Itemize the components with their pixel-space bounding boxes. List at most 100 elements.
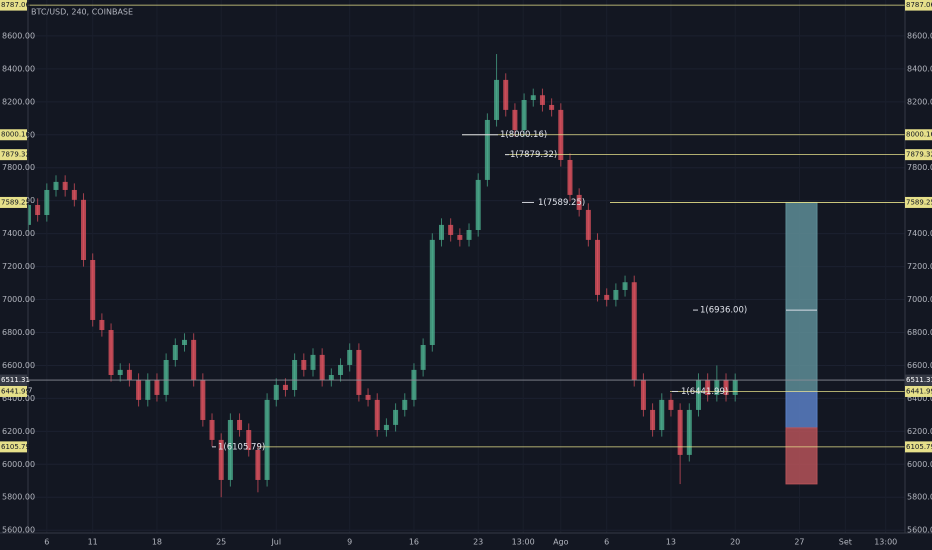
y-tick-label: 7400.00 [2, 229, 35, 238]
candle-body [172, 345, 178, 361]
level-tag-label: 6511.31 [1, 376, 30, 384]
candle-body [668, 399, 674, 410]
level-tag-label: 8000.16 [906, 131, 932, 139]
x-tick-label: 23 [473, 538, 483, 547]
y-tick-label: 5600.00 [2, 526, 35, 535]
candle-body [448, 224, 454, 235]
candle-body [457, 234, 463, 240]
candle-body [200, 379, 206, 420]
y-tick-label: 7200.00 [2, 262, 35, 271]
right-axis-panel [905, 0, 932, 550]
x-tick-label: 20 [730, 538, 740, 547]
candle-body [429, 239, 435, 346]
y-tick-label: 7200.00 [907, 262, 932, 271]
y-tick-label: 7000.00 [907, 295, 932, 304]
level-tag [0, 149, 27, 161]
candle-body [356, 349, 362, 395]
candle-body [209, 419, 215, 440]
x-tick-label: 25 [216, 538, 226, 547]
level-tag [0, 196, 27, 208]
candle-body [81, 199, 87, 260]
level-tag-label: 6511.31 [906, 376, 932, 384]
note-label: 1(6105.79) [218, 442, 265, 452]
candle-body [521, 100, 527, 130]
candle-body [246, 430, 252, 450]
y-tick-label: 5600.00 [907, 526, 932, 535]
x-tick-label: Ago [553, 538, 569, 547]
candle-body [631, 282, 637, 380]
note-label: 1(8000.16) [500, 130, 547, 140]
y-tick-label: 7800.00 [907, 163, 932, 172]
candle-body [420, 345, 426, 370]
candle-body [576, 194, 582, 210]
level-tag [905, 374, 932, 386]
x-tick-label: 11 [88, 538, 98, 547]
level-tag [0, 385, 27, 397]
candle-body [108, 330, 114, 375]
candle-body [99, 319, 105, 331]
y-tick-label: 8400.00 [2, 64, 35, 73]
level-tag-label: 7879.32 [906, 151, 932, 159]
candle-body [237, 419, 243, 431]
candle-body [338, 364, 344, 375]
candle-body [347, 349, 353, 365]
x-tick-label: 13:00 [512, 538, 535, 547]
level-tag [0, 441, 27, 453]
note-label: 1(6936.00) [700, 306, 747, 316]
level-tag-label: 8000.16 [1, 131, 30, 139]
left-axis-panel [0, 0, 28, 550]
candle-body [383, 424, 389, 431]
candle-body [494, 79, 500, 120]
note-label: 1(7589.25) [538, 198, 585, 208]
x-tick-label: 18 [152, 538, 162, 547]
candle-body [595, 239, 601, 295]
candle-body [218, 439, 224, 480]
entry-zone [785, 390, 818, 429]
candle-body [255, 449, 261, 480]
candle-body [264, 399, 270, 480]
candle-body [402, 399, 408, 410]
candle-body [136, 379, 142, 400]
candle-body [282, 384, 288, 390]
candle-body [613, 289, 619, 300]
y-tick-label: 6600.00 [907, 361, 932, 370]
y-tick-label: 8200.00 [907, 97, 932, 106]
level-tag [905, 0, 932, 11]
candle-body [705, 379, 711, 395]
candle-body [53, 181, 59, 190]
candle-body [393, 409, 399, 425]
candle-body [411, 369, 417, 400]
y-tick-label: 6800.00 [907, 328, 932, 337]
y-tick-label: 5800.00 [907, 493, 932, 502]
candle-body [695, 379, 701, 410]
candle-body [475, 179, 481, 231]
candle-body [530, 95, 536, 101]
candle-body [503, 79, 509, 110]
x-tick-label: 9 [347, 538, 352, 547]
candle-body [714, 379, 720, 395]
candle-body [539, 95, 545, 105]
candle-body [62, 181, 68, 190]
y-tick-label: 5800.00 [2, 493, 35, 502]
candle-body [35, 204, 41, 216]
y-tick-label: 6400.00 [907, 394, 932, 403]
x-tick-label: 13 [666, 538, 676, 547]
candle-body [227, 419, 233, 480]
stop-zone [785, 427, 818, 485]
note-label: 1(7879.32) [510, 150, 557, 160]
level-tag-label: 8787.06 [1, 1, 30, 9]
x-tick-label: Set [839, 538, 852, 547]
candle-body [438, 224, 444, 240]
candle-body [310, 354, 316, 370]
level-tag [905, 149, 932, 161]
candle-body [484, 119, 490, 180]
candle-body [650, 409, 656, 431]
candle-body [512, 109, 518, 130]
candle-body [154, 379, 160, 395]
chart-title: BTC/USD, 240, COINBASE [31, 8, 133, 17]
x-tick-label: 6 [44, 538, 49, 547]
candle-body [191, 339, 197, 380]
